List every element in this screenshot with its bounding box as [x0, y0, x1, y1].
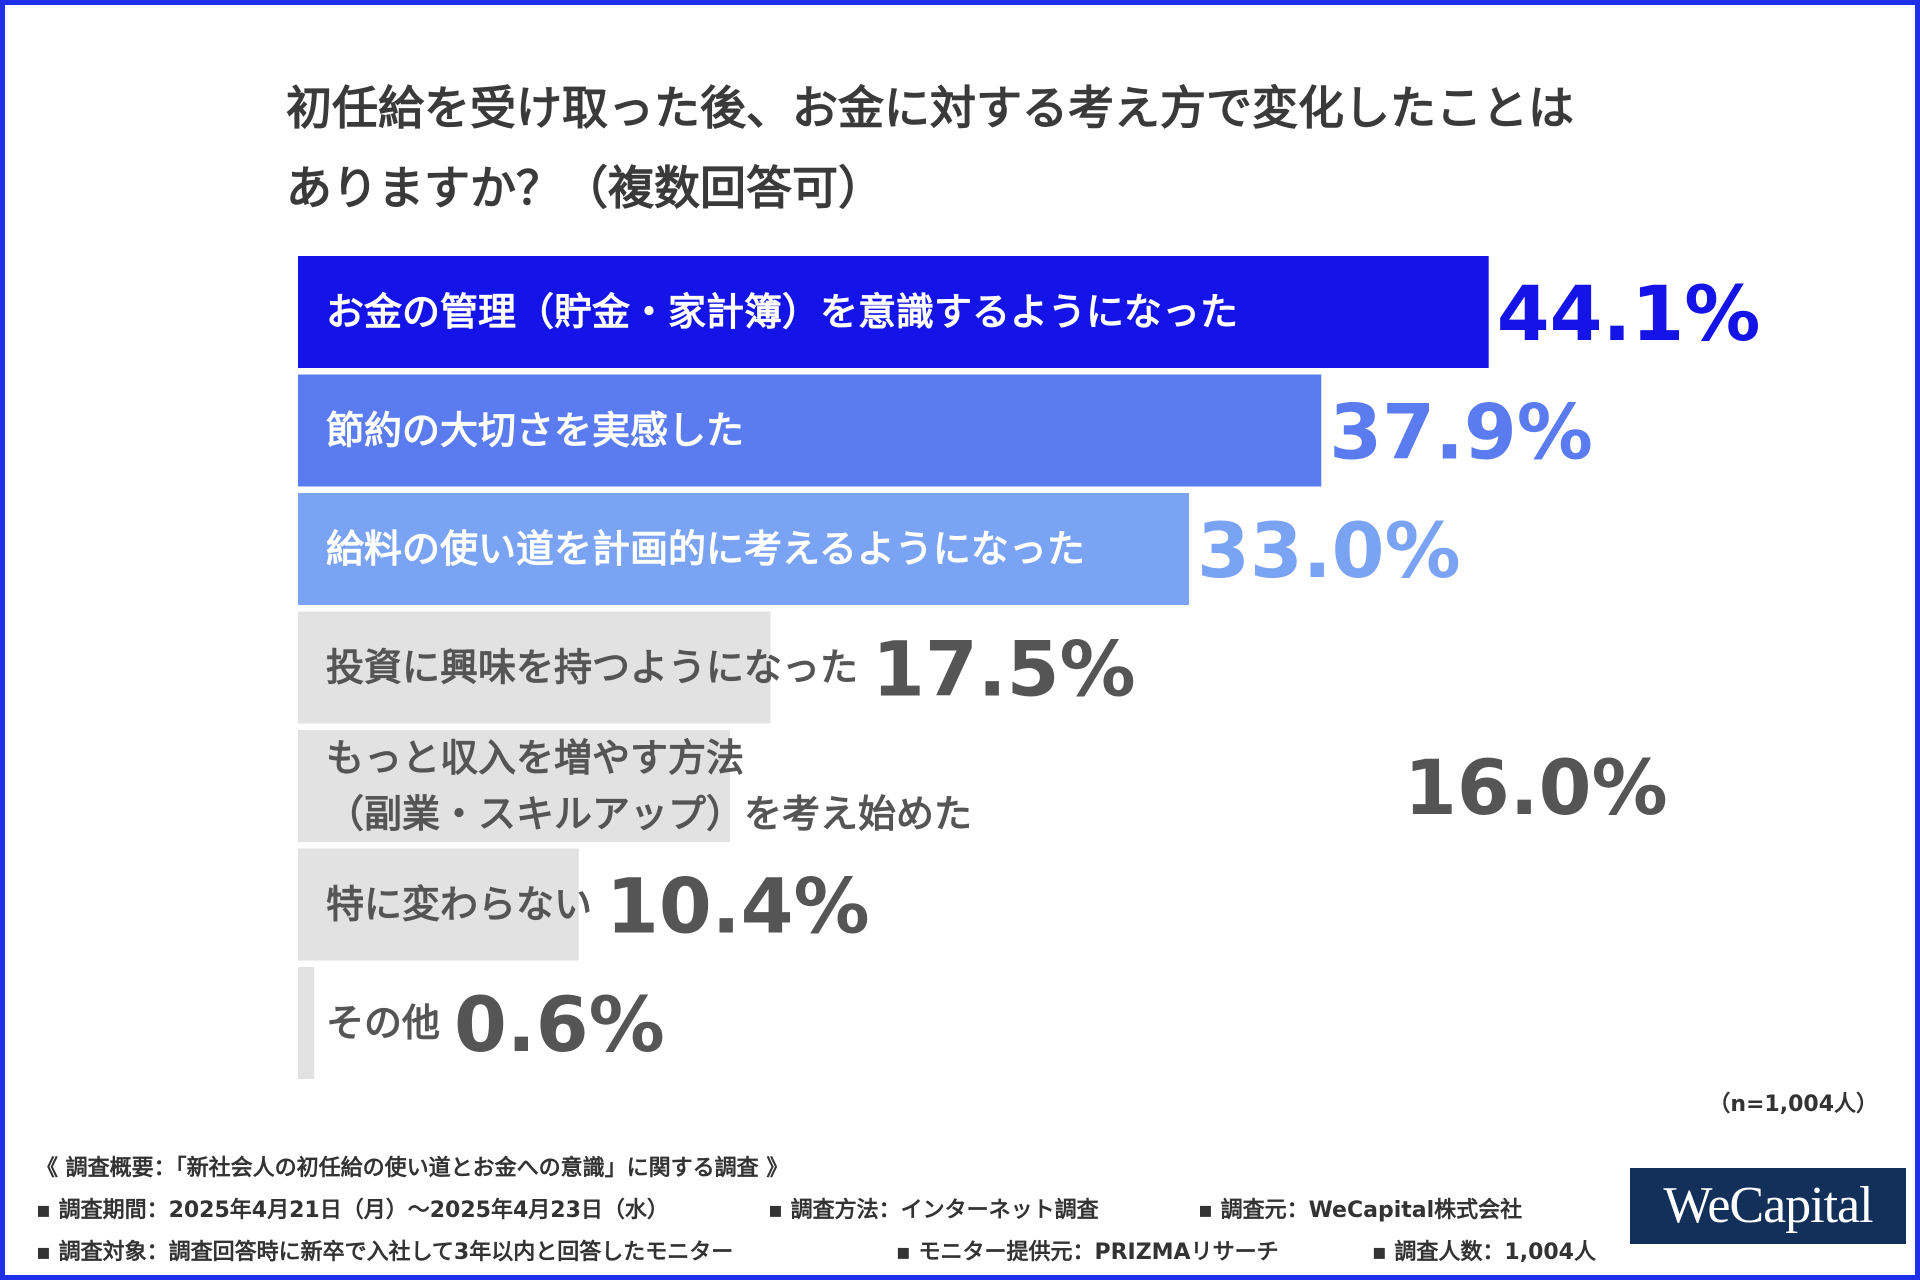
survey-heading: 《 調査概要：「新社会人の初任給の使い道とお金への意識」に関する調査 》 [36, 1156, 789, 1181]
bar-4 [298, 611, 771, 724]
value-label-6: 10.4% [606, 862, 870, 951]
bar-1 [298, 256, 1489, 368]
survey-source: ▪ 調査元：WeCapital株式会社 [1198, 1198, 1523, 1223]
bar-2 [298, 374, 1322, 487]
survey-method: ▪ 調査方法：インターネット調査 [768, 1198, 1099, 1223]
survey-target: ▪ 調査対象：調査回答時に新卒で入社して3年以内と回答したモニター [36, 1240, 734, 1265]
chart-title: 初任給を受け取った後、お金に対する考え方で変化したことは ありますか？（複数回答… [286, 68, 1686, 228]
bar-7 [298, 967, 315, 1079]
category-label-3: 給料の使い道を計画的に考えるようになった [326, 527, 1085, 571]
category-label-5: もっと収入を増やす方法（副業・スキルアップ）を考え始めた [326, 736, 972, 836]
value-label-2: 37.9% [1329, 388, 1593, 477]
survey-count: ▪ 調査人数：1,004人 [1371, 1240, 1596, 1265]
bar-chart: お金の管理（貯金・家計簿）を意識するようになった 44.1% 節約の大切さを実感した… [298, 256, 1761, 1079]
category-label-4: 投資に興味を持つようになった [326, 646, 858, 690]
value-label-1: 44.1% [1497, 269, 1761, 358]
category-label-1: お金の管理（貯金・家計簿）を意識するようになった [326, 290, 1238, 334]
survey-footer: 《 調査概要：「新社会人の初任給の使い道とお金への意識」に関する調査 》 ▪ 調… [36, 1148, 1596, 1274]
survey-period: ▪ 調査期間：2025年4月21日（月）～2025年4月23日（水） [36, 1198, 669, 1223]
sample-size-note: （n=1,004人） [1708, 1092, 1878, 1117]
survey-provider: ▪ モニター提供元：PRIZMAリサーチ [895, 1240, 1279, 1265]
value-label-7: 0.6% [454, 980, 665, 1069]
bar-3 [298, 493, 1189, 605]
category-label-2: 節約の大切さを実感した [326, 409, 744, 453]
bar-6 [298, 848, 579, 961]
chart-title-line-2: ありますか？（複数回答可） [286, 161, 884, 215]
category-label-7: その他 [326, 1001, 440, 1045]
value-label-3: 33.0% [1197, 506, 1461, 595]
category-label-6: 特に変わらない [326, 883, 592, 927]
value-label-5: 16.0% [1404, 743, 1668, 832]
chart-title-line-1: 初任給を受け取った後、お金に対する考え方で変化したことは [286, 81, 1574, 135]
wecapital-logo: WeCapital [1630, 1168, 1906, 1244]
value-label-4: 17.5% [872, 625, 1136, 714]
bar-5 [298, 730, 730, 842]
